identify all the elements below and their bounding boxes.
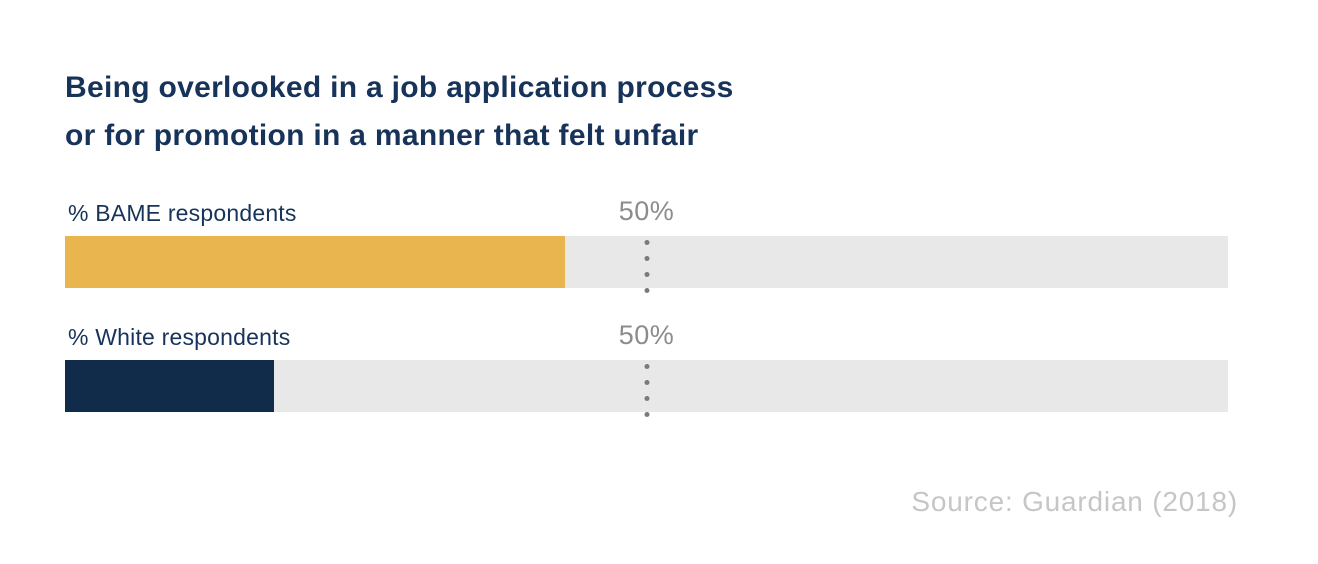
bar-track-bame	[65, 236, 1228, 293]
bar-row-bame-header: % BAME respondents 50%	[65, 194, 1228, 236]
bar-row-bame: % BAME respondents 50%	[65, 194, 1228, 293]
chart-title: Being overlooked in a job application pr…	[65, 64, 734, 160]
chart-title-line-2: or for promotion in a manner that felt u…	[65, 119, 699, 152]
reference-dotted-line	[644, 364, 649, 417]
bar-track-white	[65, 360, 1228, 417]
bar-fill-white	[65, 360, 275, 412]
reference-line-label: 50%	[618, 320, 675, 350]
bar-fill-bame	[65, 236, 566, 288]
category-label-bame: % BAME respondents	[68, 200, 297, 226]
category-label-white: % White respondents	[68, 324, 291, 350]
reference-line-label: 50%	[618, 196, 675, 226]
chart-title-line-1: Being overlooked in a job application pr…	[65, 71, 734, 104]
reference-dotted-line	[644, 240, 649, 293]
bar-row-white: % White respondents 50%	[65, 318, 1228, 417]
bar-row-white-header: % White respondents 50%	[65, 318, 1228, 360]
source-attribution: Source: Guardian (2018)	[911, 486, 1238, 517]
